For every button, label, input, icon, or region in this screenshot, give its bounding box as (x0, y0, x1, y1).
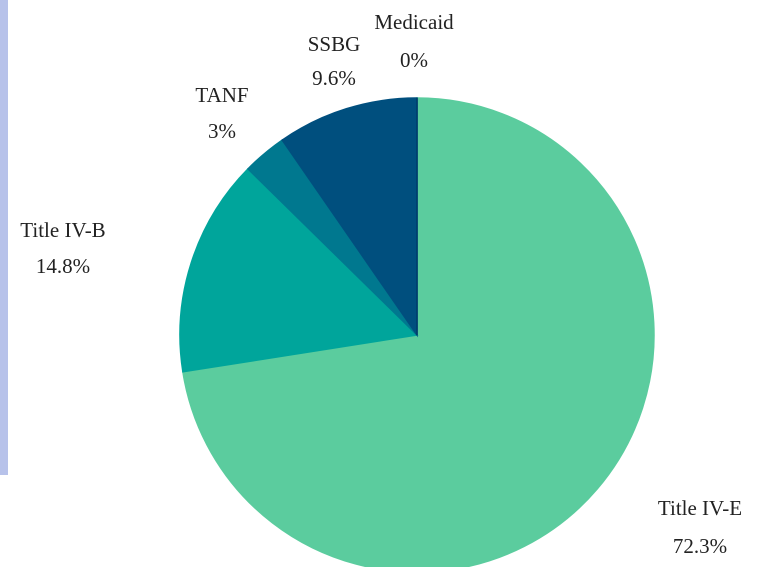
pie-slice (179, 167, 419, 373)
slice-value-label: 0% (400, 48, 428, 72)
slice-value-label: 72.3% (673, 534, 727, 558)
slice-value-label: 9.6% (312, 66, 356, 90)
pie-slice (182, 97, 655, 567)
slice-value-label: 3% (208, 119, 236, 143)
slice-label: SSBG (308, 32, 361, 56)
slice-value-label: 14.8% (36, 254, 90, 278)
slice-label: TANF (195, 83, 248, 107)
pie-slice (281, 97, 418, 338)
slice-label: Title IV-B (20, 218, 105, 242)
slice-label: Title IV-E (658, 496, 742, 520)
side-bar (0, 0, 8, 475)
slice-label: Medicaid (374, 10, 454, 34)
